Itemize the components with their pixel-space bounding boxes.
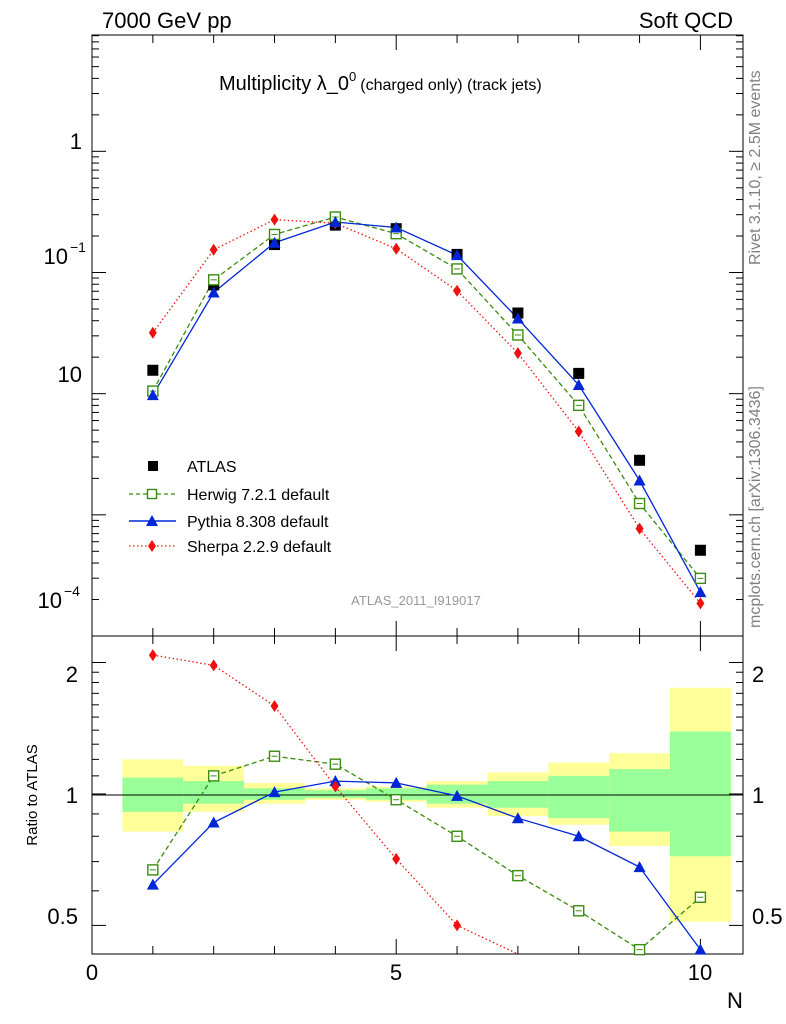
main-y-ticks (92, 35, 743, 637)
sherpa-point (574, 425, 583, 438)
pythia-point (572, 378, 585, 390)
ratio-tick-label-2-left: 2 (66, 662, 78, 687)
legend-sherpa-label: Sherpa 2.2.9 default (187, 539, 332, 556)
legend-atlas-label: ATLAS (187, 459, 237, 476)
sherpa-ratio-point (392, 852, 401, 865)
ratio-y-ticks (92, 662, 743, 926)
band-inner (609, 769, 670, 832)
pythia-ratio-point (694, 943, 707, 955)
header-left: 7000 GeV pp (102, 8, 232, 33)
band-inner (183, 781, 245, 804)
legend-pythia-marker (146, 515, 158, 526)
pythia-point (268, 236, 281, 248)
sherpa-point (635, 522, 644, 535)
sherpa-point (270, 213, 279, 226)
ratio-tick-label-2-right: 2 (752, 662, 764, 687)
band-inner (304, 790, 366, 798)
pythia-point (451, 249, 464, 261)
ratio-plot-frame (91, 635, 744, 955)
pythia-point (390, 221, 403, 233)
pythia-ratio-point (451, 789, 464, 801)
ratio-axis-label: Ratio to ATLAS (24, 744, 41, 845)
x-tick-label-10: 10 (688, 960, 712, 985)
sherpa-ratio-point (209, 659, 218, 672)
ratio-tick-label-1-left: 1 (66, 783, 78, 808)
watermark: ATLAS_2011_I919017 (351, 593, 481, 608)
pythia-ratio-point (572, 830, 585, 842)
pythia-ratio-line (152, 780, 701, 951)
band-inner (548, 775, 610, 819)
source-label: mcplots.cern.ch [arXiv:1306.3436] (747, 386, 764, 628)
band-inner (669, 731, 731, 857)
legend-herwig-marker (146, 488, 158, 500)
legend-sherpa-marker (148, 540, 156, 552)
pythia-line (152, 221, 701, 593)
pythia-ratio-point (268, 786, 281, 798)
legend-pythia-label: Pythia 8.308 default (187, 514, 329, 531)
atlas-point (573, 367, 585, 379)
herwig-line (152, 216, 701, 579)
atlas-point (147, 364, 159, 376)
band-inner (487, 781, 549, 808)
legend: ATLAS Herwig 7.2.1 default Pythia 8.308 … (129, 459, 332, 556)
sherpa-point (453, 284, 462, 297)
sherpa-ratio-point (331, 780, 340, 793)
main-series-markers (146, 211, 707, 610)
pythia-point (207, 286, 220, 298)
atlas-point (694, 544, 706, 556)
pythia-point (694, 586, 707, 598)
sherpa-ratio-point (270, 700, 279, 713)
pythia-ratio-point (633, 861, 646, 873)
pythia-point (146, 389, 159, 401)
legend-herwig-label: Herwig 7.2.1 default (187, 487, 330, 504)
pythia-ratio-point (146, 878, 159, 890)
sherpa-point (392, 242, 401, 255)
y-tick-label-0.1: 10 (44, 244, 68, 269)
x-tick-label-0: 0 (86, 960, 98, 985)
pythia-ratio-point (390, 776, 403, 788)
y-tick-label-10: 10 (58, 362, 82, 387)
main-series-lines (152, 216, 701, 604)
ratio-uncertainty-bands (122, 687, 731, 922)
y-tick-label-1: 1 (70, 129, 82, 154)
pythia-point (329, 216, 342, 228)
y-tick-label-1e-4: 10 (38, 588, 62, 613)
sherpa-ratio-point (148, 649, 157, 662)
ratio-plot-panel: Ratio to ATLAS (24, 635, 744, 956)
x-axis-label: N (727, 988, 743, 1013)
ratio-tick-label-0.5-left: 0.5 (47, 904, 78, 929)
sherpa-point (513, 347, 522, 360)
sherpa-ratio-point (453, 919, 462, 932)
sherpa-point (148, 326, 157, 339)
main-x-ticks (91, 35, 701, 636)
sherpa-point (209, 243, 218, 256)
ratio-series-markers (146, 649, 707, 956)
header-right: Soft QCD (639, 8, 733, 33)
atlas-point (634, 454, 646, 466)
sherpa-line (152, 218, 701, 604)
pythia-ratio-point (511, 812, 524, 824)
sherpa-point (696, 597, 705, 610)
ratio-tick-label-1-right: 1 (752, 783, 764, 808)
pythia-ratio-point (207, 816, 220, 828)
rivet-label: Rivet 3.1.10, ≥ 2.5M events (747, 70, 764, 265)
ratio-tick-label-0.5-right: 0.5 (752, 904, 783, 929)
y-tick-exponent-0.1: −1 (70, 239, 86, 255)
pythia-point (511, 312, 524, 324)
plot-title: Multiplicity λ_00(charged only) (track j… (219, 69, 542, 95)
pythia-point (633, 474, 646, 486)
x-tick-label-5: 5 (390, 960, 402, 985)
y-tick-exponent-1e-4: −4 (64, 583, 80, 599)
legend-atlas-marker (148, 461, 158, 471)
main-plot-panel: Multiplicity λ_00(charged only) (track j… (91, 34, 744, 637)
